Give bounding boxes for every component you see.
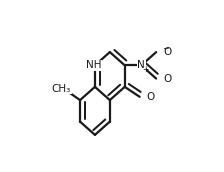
Text: N: N xyxy=(137,60,145,70)
Text: CH₃: CH₃ xyxy=(52,84,71,94)
Text: O: O xyxy=(163,47,171,57)
Text: O: O xyxy=(163,74,171,84)
Text: O: O xyxy=(146,92,155,102)
Text: NH: NH xyxy=(86,60,101,70)
Text: +: + xyxy=(142,66,149,74)
Text: −: − xyxy=(162,44,168,53)
